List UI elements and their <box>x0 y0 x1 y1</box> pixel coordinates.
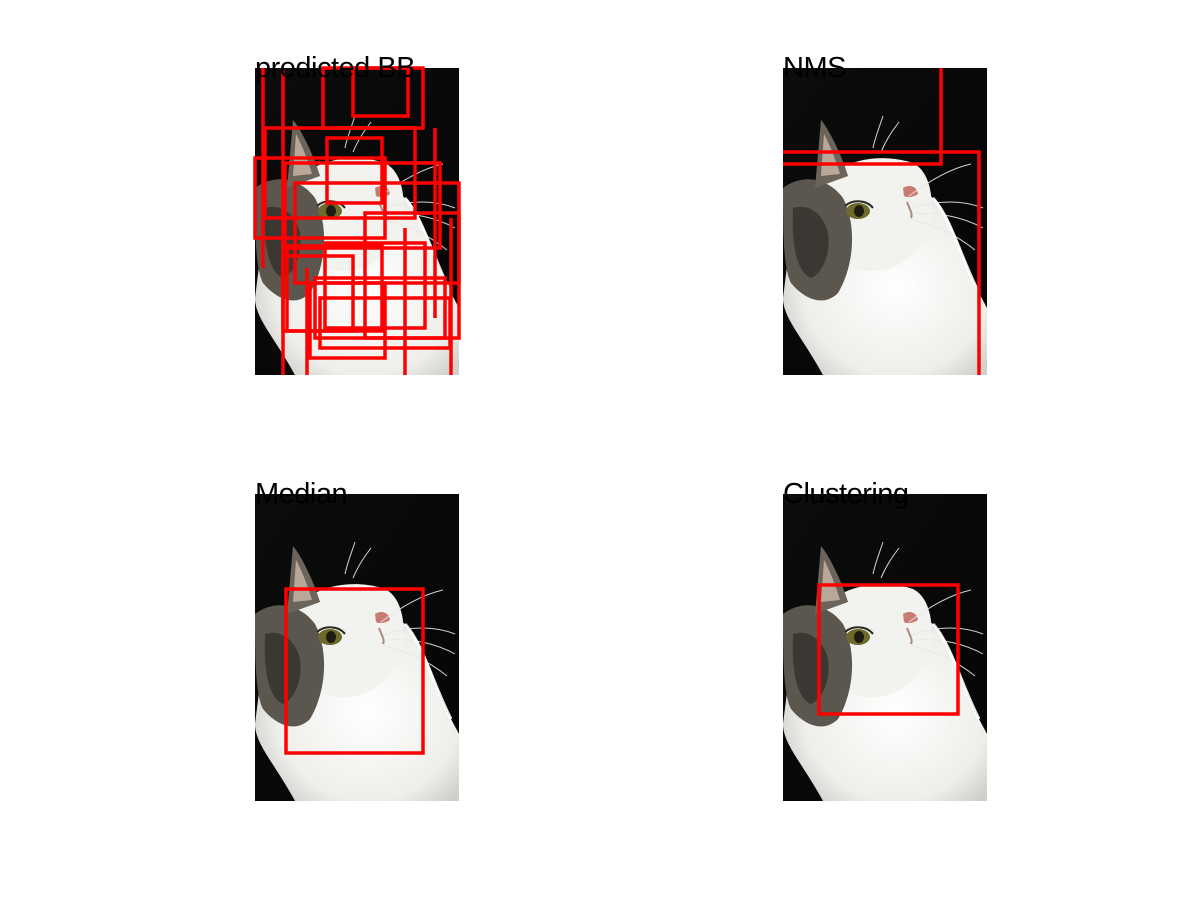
bounding-box <box>253 156 387 240</box>
bounding-boxes-overlay <box>284 587 425 755</box>
bounding-box <box>284 587 425 755</box>
panel-clustering: Clustering <box>783 478 987 801</box>
panel-title: NMS <box>783 52 846 84</box>
bounding-boxes-overlay <box>783 68 981 375</box>
bounding-box <box>313 276 447 340</box>
bounding-box <box>285 244 384 333</box>
bounding-boxes-overlay <box>817 583 960 716</box>
bounding-box <box>263 126 417 220</box>
panel-nms: NMS <box>783 52 987 375</box>
bounding-boxes-overlay <box>253 66 461 375</box>
panel-median: Median <box>255 478 459 801</box>
panel-title: Clustering <box>783 478 909 510</box>
panel-title: predicted BB <box>255 52 416 84</box>
bounding-box <box>783 150 981 375</box>
bounding-box <box>283 161 442 250</box>
panel-predicted-bb: predicted BB <box>253 52 461 375</box>
bounding-box <box>783 68 943 166</box>
bounding-box <box>325 136 384 205</box>
bounding-box <box>308 281 387 360</box>
bounding-box <box>323 241 427 330</box>
bounding-box <box>351 66 410 118</box>
bounding-box <box>817 583 960 716</box>
panel-title: Median <box>255 478 348 510</box>
